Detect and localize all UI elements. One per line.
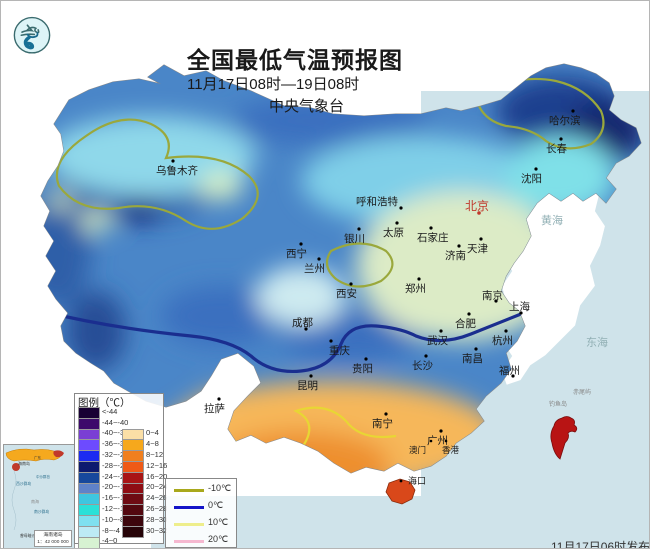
svg-text:东海: 东海 <box>586 335 608 349</box>
svg-text:黄海: 黄海 <box>541 213 563 227</box>
svg-text:香港: 香港 <box>442 445 460 455</box>
svg-text:杭州: 杭州 <box>492 334 513 347</box>
svg-text:赤尾屿: 赤尾屿 <box>573 388 591 396</box>
svg-text:澳门: 澳门 <box>409 445 426 455</box>
svg-text:西安: 西安 <box>336 287 357 300</box>
svg-text:长沙: 长沙 <box>412 360 433 372</box>
svg-text:11月17日06时发布: 11月17日06时发布 <box>551 539 650 549</box>
svg-text:合肥: 合肥 <box>455 317 476 330</box>
svg-text:广东: 广东 <box>34 455 41 460</box>
svg-text:北京: 北京 <box>465 199 489 213</box>
svg-text:南海: 南海 <box>31 498 39 504</box>
svg-text:南昌: 南昌 <box>462 352 483 365</box>
svg-text:济南: 济南 <box>445 249 466 262</box>
svg-text:成都: 成都 <box>292 317 313 329</box>
svg-text:武汉: 武汉 <box>427 334 448 347</box>
svg-text:上海: 上海 <box>509 300 530 313</box>
svg-text:贵阳: 贵阳 <box>352 362 373 375</box>
svg-text:天津: 天津 <box>467 243 488 255</box>
svg-text:长春: 长春 <box>546 143 567 155</box>
svg-text:福州: 福州 <box>499 364 520 377</box>
svg-text:南京: 南京 <box>482 289 503 302</box>
svg-text:银川: 银川 <box>344 232 365 245</box>
svg-text:南宁: 南宁 <box>372 417 393 430</box>
svg-text:钓鱼岛: 钓鱼岛 <box>549 400 567 408</box>
svg-text:昆明: 昆明 <box>297 380 318 392</box>
svg-text:呼和浩特: 呼和浩特 <box>356 196 398 208</box>
svg-text:重庆: 重庆 <box>329 344 350 357</box>
svg-text:西宁: 西宁 <box>286 247 307 260</box>
svg-text:沈阳: 沈阳 <box>521 172 542 185</box>
svg-text:西沙群岛: 西沙群岛 <box>16 481 31 486</box>
svg-text:南沙群岛: 南沙群岛 <box>34 509 49 514</box>
svg-text:乌鲁木齐: 乌鲁木齐 <box>156 164 198 177</box>
svg-text:海口: 海口 <box>408 475 426 486</box>
svg-text:太原: 太原 <box>383 226 404 239</box>
svg-text:兰州: 兰州 <box>304 262 325 275</box>
svg-text:哈尔滨: 哈尔滨 <box>549 114 581 127</box>
svg-text:石家庄: 石家庄 <box>417 231 449 244</box>
svg-text:中沙群岛: 中沙群岛 <box>36 474 50 479</box>
svg-text:海南岛: 海南岛 <box>18 460 30 466</box>
svg-text:郑州: 郑州 <box>405 282 426 295</box>
